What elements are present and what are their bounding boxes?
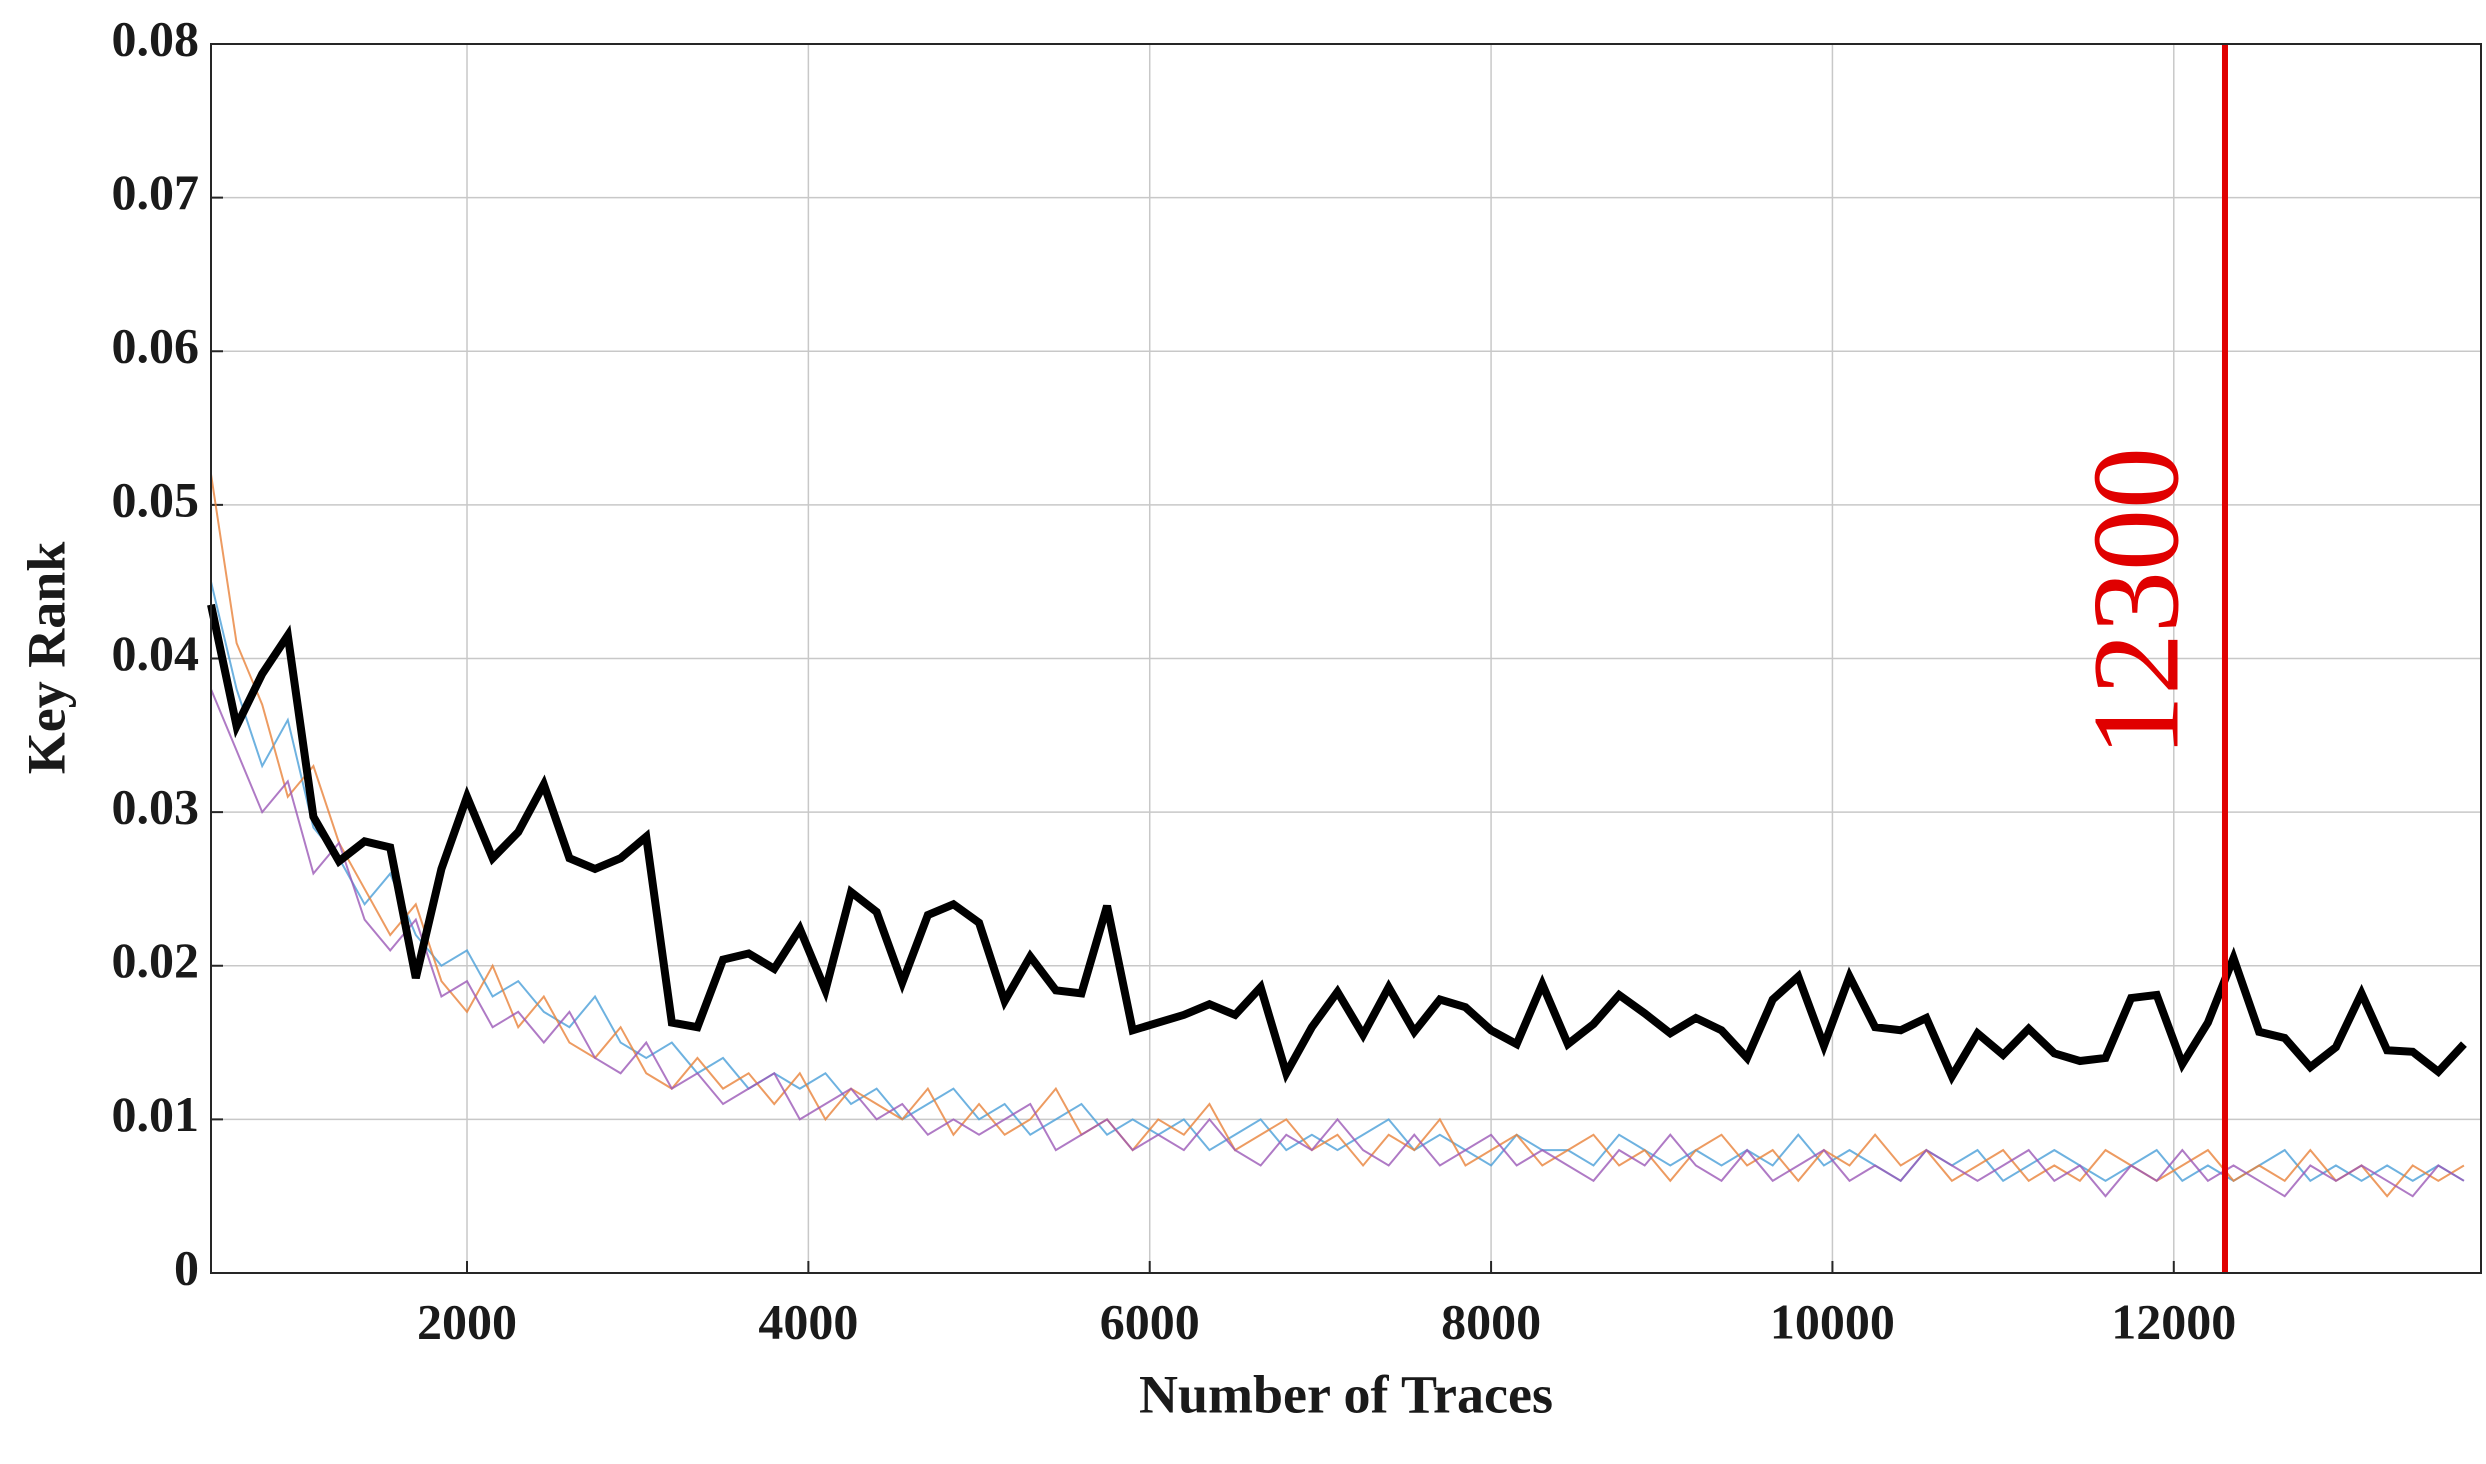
y-tick-label: 0.03	[112, 779, 200, 835]
x-axis-label: Number of Traces	[1139, 1364, 1553, 1424]
y-tick-label: 0.04	[112, 625, 200, 681]
x-tick-label: 4000	[758, 1293, 858, 1349]
y-tick-label: 0.07	[112, 164, 200, 220]
x-tick-label: 6000	[1100, 1293, 1200, 1349]
plot-frame	[210, 43, 2482, 1274]
y-tick-label: 0	[174, 1239, 199, 1295]
y-tick-label: 0.06	[112, 318, 200, 374]
x-tick-label: 2000	[417, 1293, 517, 1349]
x-tick-label: 10000	[1770, 1293, 1895, 1349]
trace-line	[210, 474, 2465, 1198]
y-tick-label: 0.08	[112, 10, 200, 66]
main-line	[207, 603, 2467, 1086]
y-tick-label: 0.05	[112, 471, 200, 527]
x-tick-label: 12000	[2111, 1293, 2236, 1349]
x-tick-label: 8000	[1441, 1293, 1541, 1349]
y-axis-label: Key Rank	[16, 542, 76, 775]
threshold-label: 12300	[2067, 447, 2204, 757]
trace-line	[210, 688, 2465, 1198]
y-tick-label: 0.01	[112, 1086, 200, 1142]
y-tick-label: 0.02	[112, 932, 200, 988]
